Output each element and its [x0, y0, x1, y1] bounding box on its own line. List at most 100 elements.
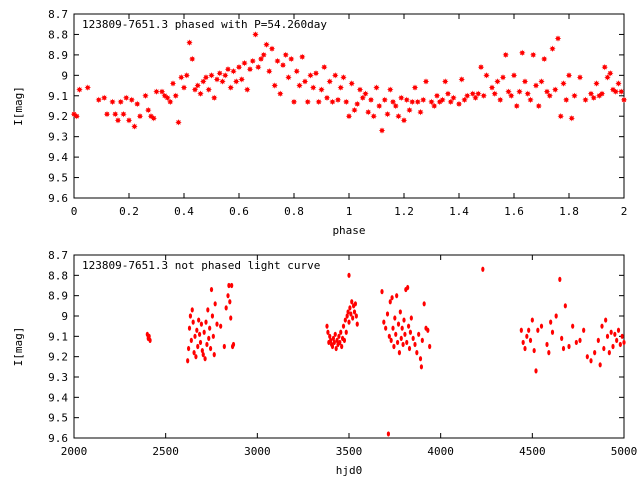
data-point [505, 88, 512, 95]
data-point [395, 293, 399, 299]
data-point [523, 345, 527, 352]
phased-plot-panel: 0 0.2 0.4 0.6 0.8 1 1.2 1.4 1.6 1.8 2 8.7 8.8 8.9 9 9.1… [12, 8, 627, 237]
data-point [340, 74, 347, 81]
axis-ticks: 0 0.2 0.4 0.6 0.8 1 1.2 1.4 1.6 1.8 2 8.7 8.8 8.9 9 9.1… [48, 8, 627, 218]
data-point [488, 84, 496, 91]
data-point [224, 305, 228, 311]
data-point [348, 80, 355, 87]
data-point [310, 84, 317, 91]
data-point [389, 98, 397, 106]
data-point [196, 343, 200, 350]
data-point [304, 98, 311, 106]
data-point [499, 74, 507, 81]
data-point [198, 339, 203, 346]
data-point [380, 289, 384, 295]
data-point [546, 92, 553, 99]
data-point [585, 354, 589, 360]
data-point [95, 96, 102, 104]
data-point [612, 88, 619, 95]
data-point [400, 325, 404, 331]
data-point [332, 72, 339, 79]
data-point [428, 98, 435, 106]
data-point [510, 72, 518, 79]
data-point [455, 100, 463, 108]
data-point [219, 323, 223, 329]
data-point [403, 331, 407, 337]
data-point [576, 74, 584, 81]
data-point [543, 88, 551, 95]
data-point [481, 266, 485, 272]
data-point [268, 45, 276, 52]
data-point [167, 98, 174, 106]
data-point [191, 319, 195, 325]
data-point [200, 78, 207, 85]
data-point [222, 343, 226, 350]
data-point [428, 343, 432, 350]
x-axis-label: hjd0 [336, 464, 363, 477]
data-point [415, 350, 419, 356]
data-point [406, 284, 410, 291]
data-point [590, 94, 597, 102]
data-point [596, 337, 600, 343]
data-point [563, 96, 570, 104]
data-point [620, 96, 628, 104]
data-point [382, 319, 386, 325]
data-point [331, 335, 336, 341]
data-point [131, 123, 138, 130]
x-tick-label: 2500 [152, 445, 179, 458]
data-point [226, 293, 230, 299]
data-point [571, 92, 578, 99]
data-point [321, 63, 328, 71]
data-point [312, 70, 320, 77]
x-tick-label: 3500 [336, 445, 363, 458]
chart-title: 123809-7651.3 phased with P=54.260day [82, 18, 327, 31]
data-point [340, 343, 344, 350]
data-point [391, 325, 395, 331]
data-point [422, 301, 426, 307]
data-point [76, 86, 83, 93]
data-point [406, 106, 413, 114]
y-tick-label: 9.1 [48, 90, 68, 103]
data-point [419, 364, 424, 370]
data-point [296, 82, 303, 89]
data-point [598, 362, 602, 368]
data-point [158, 88, 166, 95]
data-point [571, 323, 575, 329]
data-point [461, 96, 468, 104]
data-point [204, 319, 208, 325]
data-point [347, 272, 351, 278]
data-point [616, 327, 621, 333]
data-point [618, 341, 622, 348]
data-point [620, 333, 624, 339]
data-point [169, 80, 177, 87]
data-point [399, 335, 403, 341]
data-point [222, 72, 229, 79]
axis-ticks: 2000 2500 3000 3500 4000 4500 5000 8.7 8.8 8.9 9 9.… [48, 249, 637, 458]
data-point [420, 96, 427, 104]
data-point [202, 329, 206, 335]
data-point [186, 345, 191, 352]
data-point [227, 282, 231, 289]
data-point [458, 76, 465, 83]
x-tick-label: 2000 [61, 445, 88, 458]
data-point [477, 63, 485, 71]
data-point [339, 329, 343, 335]
data-point [183, 72, 190, 79]
y-tick-label: 9.2 [48, 351, 68, 364]
data-point [525, 333, 529, 339]
data-point [497, 96, 504, 104]
data-point [257, 55, 265, 63]
x-tick-label: 0.8 [284, 205, 304, 218]
data-point [200, 347, 204, 354]
data-point [325, 323, 329, 329]
data-point [252, 31, 259, 38]
x-tick-label: 0 [71, 205, 78, 218]
x-axis-label: phase [332, 224, 365, 237]
plot-frame [73, 254, 625, 439]
data-point [524, 90, 531, 97]
data-point [535, 102, 542, 110]
data-point [381, 96, 388, 104]
data-point [554, 313, 558, 319]
data-point [384, 110, 391, 118]
data-point [560, 80, 567, 87]
